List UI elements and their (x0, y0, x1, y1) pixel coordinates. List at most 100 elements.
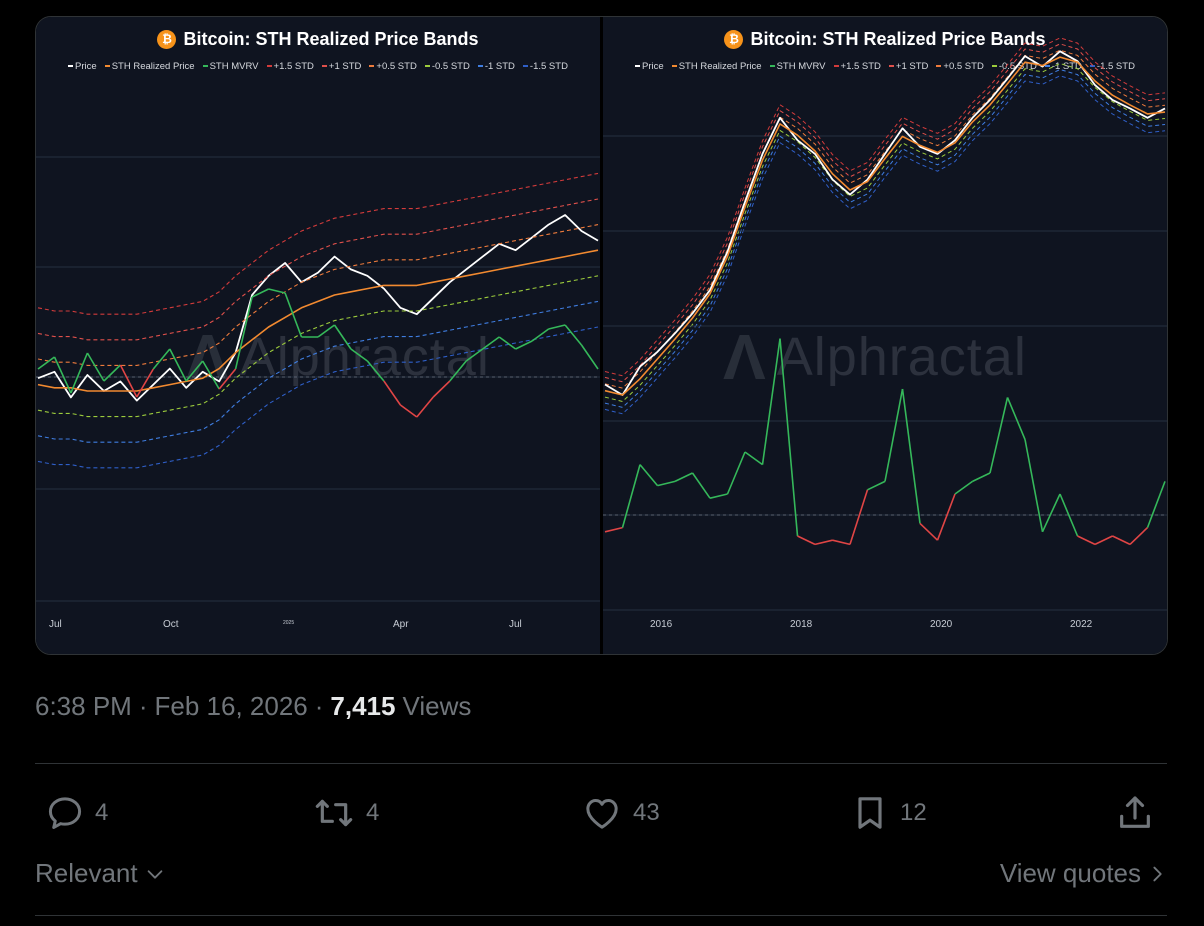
legend-item[interactable]: Price (68, 59, 97, 73)
bookmark-button[interactable]: 12 (850, 790, 927, 836)
sort-label: Relevant (35, 858, 138, 888)
view-quotes-link[interactable]: View quotes (1000, 858, 1167, 889)
chart-panel-right: ₿ Bitcoin: STH Realized Price Bands Pric… (603, 17, 1167, 654)
legend-swatch (202, 65, 208, 67)
chart-plot-right (603, 37, 1167, 611)
mvrv-segment (1094, 535, 1113, 546)
legend-label: +1 STD (895, 60, 929, 72)
legend-item[interactable]: STH MVRV (202, 59, 259, 73)
mvrv-segment (761, 338, 781, 465)
legend-item[interactable]: -1.5 STD (522, 59, 568, 73)
mvrv-segment (103, 364, 121, 382)
mvrv-segment (317, 324, 335, 338)
mvrv-segment (482, 336, 500, 350)
meta-separator: · (138, 691, 148, 721)
legend-label: +1.5 STD (273, 60, 314, 72)
sort-dropdown[interactable]: Relevant (35, 858, 166, 889)
reply-button[interactable]: 4 (45, 790, 108, 836)
views-label: Views (402, 691, 472, 721)
like-button[interactable]: 43 (581, 790, 660, 836)
legend-item[interactable]: STH MVRV (769, 59, 826, 73)
mvrv-segment (1129, 527, 1149, 545)
mvrv-segment (251, 288, 269, 298)
legend-label: +1.5 STD (840, 60, 881, 72)
series-line--1-std (37, 300, 599, 443)
series-line--1-5-std (604, 37, 1166, 377)
mvrv-segment (779, 338, 799, 537)
mvrv-segment (954, 480, 973, 495)
tweet-time[interactable]: 6:38 PM (35, 691, 132, 721)
x-tick-label: Apr (393, 619, 409, 630)
legend-item[interactable]: +1 STD (321, 59, 361, 73)
mvrv-segment (936, 493, 956, 541)
legend-item[interactable]: +0.5 STD (369, 59, 417, 73)
mvrv-segment (515, 340, 533, 350)
legend-swatch (635, 65, 641, 67)
chart-panel-left: ₿ Bitcoin: STH Realized Price Bands Pric… (36, 17, 600, 654)
legend-item[interactable]: STH Realized Price (671, 59, 762, 73)
mvrv-segment (1024, 439, 1044, 532)
mvrv-segment (884, 388, 904, 482)
legend-item[interactable]: +1 STD (888, 59, 929, 73)
tweet-media[interactable]: ₿ Bitcoin: STH Realized Price Bands Pric… (35, 16, 1168, 655)
legend-item[interactable]: +0.5 STD (936, 59, 984, 73)
legend-label: STH Realized Price (678, 60, 762, 72)
share-button[interactable] (1115, 790, 1155, 836)
reply-count: 4 (95, 799, 109, 826)
mvrv-segment (218, 368, 237, 390)
mvrv-segment (531, 328, 550, 342)
mvrv-segment (1146, 481, 1166, 528)
mvrv-segment (449, 360, 467, 382)
legend-swatch (477, 65, 483, 67)
x-tick-label: Jul (509, 619, 522, 630)
legend-swatch (671, 65, 677, 67)
legend-item[interactable]: +1.5 STD (266, 59, 314, 73)
mvrv-segment (465, 348, 484, 362)
mvrv-segment (333, 324, 352, 350)
series-line--0-5-std (604, 49, 1166, 389)
legend-item[interactable]: +1.5 STD (833, 59, 881, 73)
legend-label: +0.5 STD (376, 60, 417, 72)
mvrv-segment (1006, 397, 1026, 440)
bitcoin-logo-icon: ₿ (724, 29, 744, 49)
chart-title-left: ₿ Bitcoin: STH Realized Price Bands (36, 27, 600, 51)
legend-swatch (424, 65, 430, 67)
mvrv-segment (383, 380, 402, 406)
view-quotes-label: View quotes (999, 858, 1141, 888)
mvrv-segment (548, 324, 566, 330)
reply-icon (48, 797, 82, 829)
legend-label: STH Realized Price (111, 60, 195, 72)
legend-item[interactable]: -0.5 STD (424, 59, 470, 73)
series-line--1-std (604, 68, 1166, 408)
series-line-price (37, 214, 599, 402)
chevron-down-icon (147, 869, 162, 879)
series-line--0-5-std (604, 62, 1166, 403)
series-line--1-5-std (604, 75, 1166, 415)
tweet-date[interactable]: Feb 16, 2026 (154, 691, 308, 721)
series-line-price (604, 50, 1166, 396)
watermark-text: Alphractal (776, 327, 1027, 387)
like-count: 43 (633, 799, 660, 826)
mvrv-segment (849, 489, 869, 545)
legend-item[interactable]: -1 STD (1044, 59, 1082, 73)
mvrv-segment (674, 472, 693, 483)
legend-label: STH MVRV (776, 60, 826, 72)
series-line--1-std (37, 198, 599, 341)
legend-swatch (1044, 65, 1050, 67)
bitcoin-logo-icon: ₿ (157, 29, 177, 49)
legend-item[interactable]: STH Realized Price (104, 59, 195, 73)
legend-swatch (68, 65, 74, 67)
legend-label: Price (75, 60, 97, 72)
repost-button[interactable]: 4 (312, 790, 379, 836)
legend-item[interactable]: -1.5 STD (1089, 59, 1135, 73)
mvrv-segment (350, 348, 368, 362)
mvrv-segment (604, 526, 623, 533)
mvrv-segment (53, 356, 72, 394)
mvrv-segment (399, 404, 418, 418)
mvrv-segment (169, 348, 187, 382)
divider-line (35, 763, 1167, 764)
series-line--0-5-std (37, 275, 599, 418)
legend-item[interactable]: Price (635, 59, 664, 73)
mvrv-segment (185, 360, 204, 382)
legend-item[interactable]: -1 STD (477, 59, 515, 73)
